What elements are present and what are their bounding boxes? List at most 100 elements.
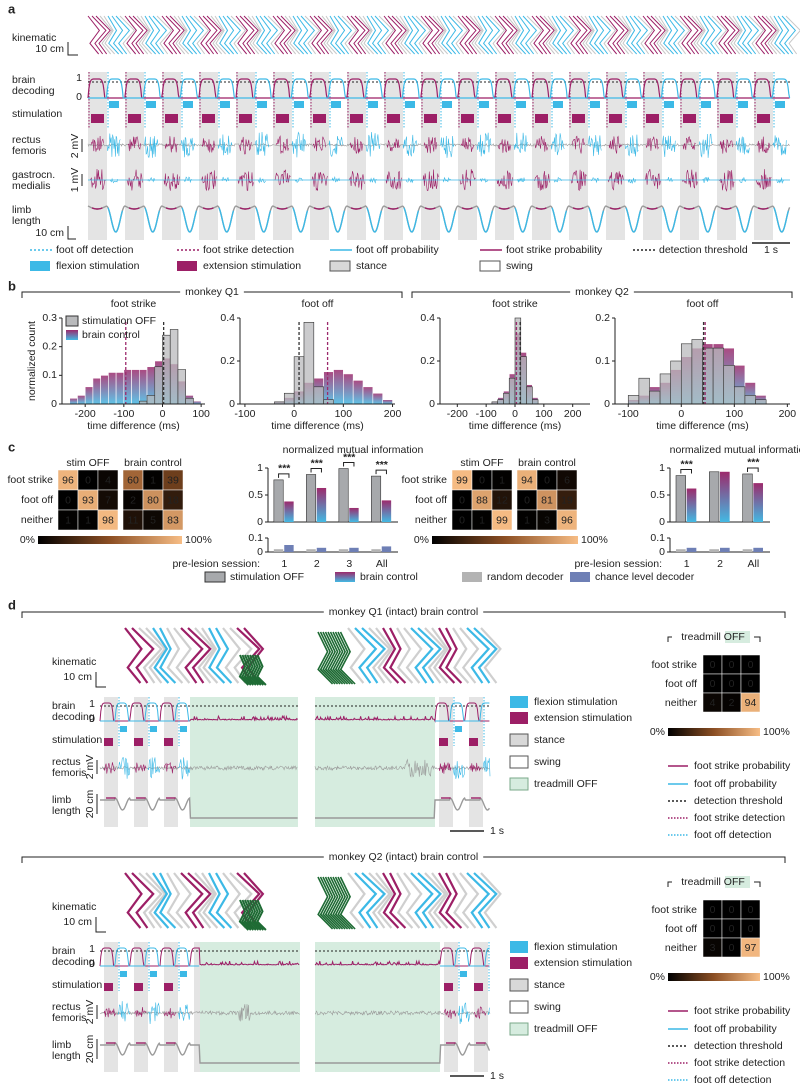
stick-limb bbox=[389, 872, 407, 929]
emg-trace bbox=[331, 176, 340, 183]
emg-trace bbox=[473, 1006, 487, 1020]
matrix-cell bbox=[162, 509, 184, 531]
matrix-value: 0 bbox=[459, 494, 465, 506]
emg-trace bbox=[103, 1007, 117, 1018]
matrix-value: 1 bbox=[499, 474, 505, 486]
extension-stim bbox=[424, 114, 437, 123]
stick-limb bbox=[185, 15, 198, 55]
extension-stim bbox=[134, 738, 143, 746]
legend-label: treadmill OFF bbox=[534, 778, 598, 790]
stick-limb bbox=[156, 15, 173, 55]
emg-trace bbox=[570, 169, 587, 191]
hist-bar bbox=[154, 366, 163, 405]
legend-swatch bbox=[509, 777, 529, 791]
flexion-stim bbox=[150, 726, 157, 732]
matrix-value: 97 bbox=[745, 942, 757, 954]
emg-trace bbox=[133, 1007, 147, 1017]
trace-label: limb bbox=[52, 794, 71, 806]
stick-limb bbox=[438, 872, 456, 929]
y-tick-label: 0.3 bbox=[42, 312, 57, 324]
trace-label: femoris bbox=[52, 767, 86, 779]
stick-limb bbox=[568, 15, 582, 55]
matrix-value: 94 bbox=[745, 697, 757, 709]
legend-swatch bbox=[510, 696, 528, 708]
significance-label: *** bbox=[278, 463, 291, 475]
stick-limb bbox=[138, 627, 163, 684]
stick-limb bbox=[473, 627, 498, 684]
stick-limb bbox=[329, 15, 342, 55]
y-tick-label: 0 bbox=[229, 398, 235, 410]
legend-label: stimulation OFF bbox=[82, 315, 156, 327]
hist-bar bbox=[638, 377, 650, 405]
flexion-stim bbox=[479, 101, 489, 108]
matrix-value: 88 bbox=[476, 494, 488, 506]
x-tick-label: 100 bbox=[335, 408, 353, 420]
colorbar-label: 100% bbox=[763, 971, 790, 983]
legend-label: foot strike detection bbox=[203, 244, 294, 256]
matrix-value: 3 bbox=[544, 514, 550, 526]
stick-limb bbox=[466, 872, 491, 929]
extension-stim bbox=[535, 114, 548, 123]
stick-limb bbox=[403, 872, 423, 929]
flexion-stim bbox=[405, 101, 415, 108]
matrix-title: treadmill OFF bbox=[681, 631, 745, 643]
stick-limb bbox=[691, 15, 705, 55]
matrix-value: 1 bbox=[479, 514, 485, 526]
stick-limb bbox=[489, 15, 506, 55]
emg-trace bbox=[90, 135, 104, 152]
bar bbox=[381, 546, 392, 552]
matrix-value: 98 bbox=[102, 514, 114, 526]
stick-limb bbox=[777, 15, 790, 55]
stick-limb bbox=[201, 872, 219, 929]
bar bbox=[306, 549, 316, 552]
extension-stim bbox=[313, 114, 326, 123]
stick-limb bbox=[256, 899, 267, 931]
stance-band bbox=[162, 72, 181, 240]
stick-limb bbox=[424, 15, 440, 55]
limb-length bbox=[662, 207, 679, 233]
stick-limb bbox=[757, 15, 773, 55]
stick-limb bbox=[358, 15, 372, 55]
x-axis-label: time difference (ms) bbox=[656, 420, 749, 432]
trace-label: rectus bbox=[12, 134, 41, 146]
emg-trace bbox=[257, 177, 266, 184]
legend-swatch bbox=[510, 957, 528, 969]
stick-limb bbox=[711, 15, 728, 55]
matrix-value: 0 bbox=[748, 923, 754, 935]
stance-band bbox=[134, 697, 148, 827]
extension-stim bbox=[104, 983, 113, 991]
matrix-value: 0 bbox=[459, 514, 465, 526]
stick-limb bbox=[403, 627, 423, 684]
stick-limb bbox=[124, 872, 143, 929]
stick-limb bbox=[444, 15, 457, 55]
stick-limb bbox=[410, 872, 434, 929]
stick-limb bbox=[152, 627, 170, 684]
stick-limb bbox=[329, 631, 346, 685]
emg-trace bbox=[89, 168, 106, 190]
stance-band bbox=[754, 72, 773, 240]
stick-limb bbox=[166, 872, 184, 929]
bracket-gap bbox=[323, 853, 484, 861]
legend-label: swing bbox=[534, 1001, 561, 1013]
emg-trace bbox=[109, 177, 118, 184]
matrix-value: 96 bbox=[561, 514, 573, 526]
legend-label: foot strike probability bbox=[694, 760, 791, 772]
flexion-stim bbox=[775, 101, 785, 108]
stance-band bbox=[164, 697, 178, 827]
stick-limb bbox=[138, 872, 163, 929]
extension-stim bbox=[387, 114, 400, 123]
stick-limb bbox=[280, 15, 296, 55]
x-tick-label: All bbox=[376, 558, 388, 570]
stick-limb bbox=[238, 899, 250, 931]
hist-bar bbox=[382, 399, 393, 405]
tick-label: 1 bbox=[89, 698, 95, 710]
emg-trace bbox=[238, 136, 252, 155]
scale-label: 20 cm bbox=[84, 789, 96, 818]
matrix-cell bbox=[97, 509, 119, 531]
limb-length bbox=[128, 207, 140, 210]
emg-trace bbox=[487, 1007, 490, 1015]
stick-limb bbox=[241, 899, 252, 931]
stick-limb bbox=[740, 15, 753, 55]
stick-limb bbox=[375, 627, 394, 684]
